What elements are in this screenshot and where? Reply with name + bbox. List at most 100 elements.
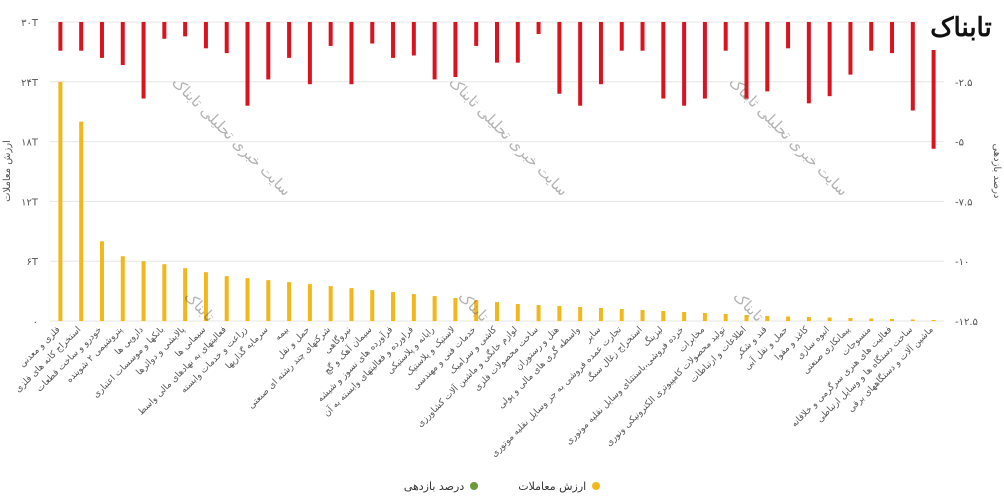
- value-bar: [578, 307, 583, 321]
- return-bar: [391, 22, 396, 58]
- value-bar: [848, 318, 853, 321]
- return-bar: [619, 22, 624, 51]
- legend-dot-return: [470, 482, 479, 490]
- return-bar: [765, 22, 770, 92]
- return-bar: [203, 22, 208, 49]
- legend-item-value[interactable]: ارزش معاملات: [518, 476, 601, 496]
- return-bar: [79, 22, 84, 51]
- return-bar: [910, 22, 915, 111]
- value-bar: [141, 261, 146, 321]
- return-bar: [370, 22, 375, 44]
- return-bar: [432, 22, 437, 80]
- left-tick-label: ۳۰T: [21, 18, 39, 29]
- right-tick-label: -۵: [955, 138, 964, 149]
- value-bar: [370, 290, 375, 321]
- value-bar: [598, 308, 603, 321]
- value-bar: [328, 286, 333, 321]
- right-tick-label: -۱۰: [955, 257, 969, 268]
- return-bar: [307, 22, 312, 85]
- value-bar: [515, 304, 520, 321]
- return-bar: [786, 22, 791, 49]
- value-bar: [411, 294, 416, 321]
- return-bar: [349, 22, 354, 85]
- watermark-text: تابناک: [730, 288, 768, 326]
- value-bar: [682, 312, 687, 321]
- value-bar: [869, 318, 874, 321]
- value-bar: [786, 316, 791, 321]
- value-bar: [806, 317, 811, 321]
- return-bar: [99, 22, 104, 58]
- return-bar: [848, 22, 853, 75]
- logo-text: تابناک: [930, 13, 992, 43]
- value-bar: [474, 300, 479, 321]
- watermark-text: سایت خبری تحلیلی تابناک: [445, 73, 571, 199]
- return-bar: [702, 22, 707, 99]
- legend-item-return[interactable]: درصد بازدهی: [404, 476, 479, 496]
- value-bar: [765, 316, 770, 321]
- return-bar: [869, 22, 874, 51]
- value-bar: [453, 298, 458, 321]
- value-bar: [619, 309, 624, 321]
- return-bar: [723, 22, 728, 51]
- return-bar: [557, 22, 562, 94]
- value-bar: [536, 305, 541, 321]
- return-bar: [931, 22, 936, 149]
- return-bar: [120, 22, 125, 66]
- value-bar: [203, 272, 208, 321]
- value-bar: [99, 241, 104, 321]
- return-bar: [245, 22, 250, 106]
- return-bar: [183, 22, 188, 37]
- value-bar: [349, 288, 354, 321]
- return-bar: [411, 22, 416, 56]
- return-bar: [806, 22, 811, 104]
- legend-dot-value: [592, 482, 601, 490]
- left-tick-label: ۶T: [27, 257, 39, 268]
- chart-legend: ارزش معاملات درصد بازدهی: [0, 476, 1004, 496]
- left-axis-label: ارزش معاملات: [2, 140, 13, 202]
- left-tick-label: ۱۸T: [21, 138, 39, 149]
- value-bar: [702, 313, 707, 321]
- return-bar: [640, 22, 645, 51]
- value-bar: [266, 280, 271, 321]
- value-bar: [744, 315, 749, 321]
- return-bar: [224, 22, 229, 54]
- return-bar: [827, 22, 832, 97]
- return-bar: [328, 22, 333, 46]
- value-bar: [391, 292, 396, 321]
- right-tick-label: -۲.۵: [955, 78, 973, 89]
- return-bar: [495, 22, 499, 63]
- value-bar: [58, 81, 63, 321]
- value-bar: [723, 314, 728, 321]
- value-bar: [890, 319, 895, 321]
- value-bar: [827, 317, 832, 321]
- value-bar: [287, 282, 292, 321]
- return-bar: [744, 22, 749, 99]
- return-bar: [58, 22, 63, 51]
- value-bar: [245, 278, 250, 321]
- return-bar: [474, 22, 479, 46]
- watermark-text: سایت خبری تحلیلی تابناک: [168, 73, 294, 199]
- value-bar: [931, 320, 936, 321]
- return-bar: [598, 22, 603, 85]
- value-bar: [224, 276, 229, 321]
- left-tick-label: ۰: [33, 317, 38, 328]
- value-bar: [79, 121, 84, 322]
- return-bar: [578, 22, 583, 106]
- return-bar: [682, 22, 687, 106]
- watermark-text: سایت خبری تحلیلی تابناک: [725, 73, 851, 199]
- return-bar: [287, 22, 292, 58]
- return-bar: [141, 22, 146, 99]
- value-bar: [162, 264, 167, 321]
- return-bar: [266, 22, 271, 80]
- right-axis-label: درصد بازدهی: [991, 144, 1002, 199]
- return-bar: [162, 22, 167, 39]
- value-bar: [640, 310, 645, 321]
- left-tick-label: ۲۴T: [21, 78, 39, 89]
- value-bar: [661, 311, 666, 321]
- watermark-text: تابناک: [455, 288, 493, 326]
- left-tick-label: ۱۲T: [21, 197, 39, 208]
- return-bar: [453, 22, 458, 78]
- right-tick-label: -۷.۵: [955, 197, 973, 208]
- value-bar: [557, 306, 562, 321]
